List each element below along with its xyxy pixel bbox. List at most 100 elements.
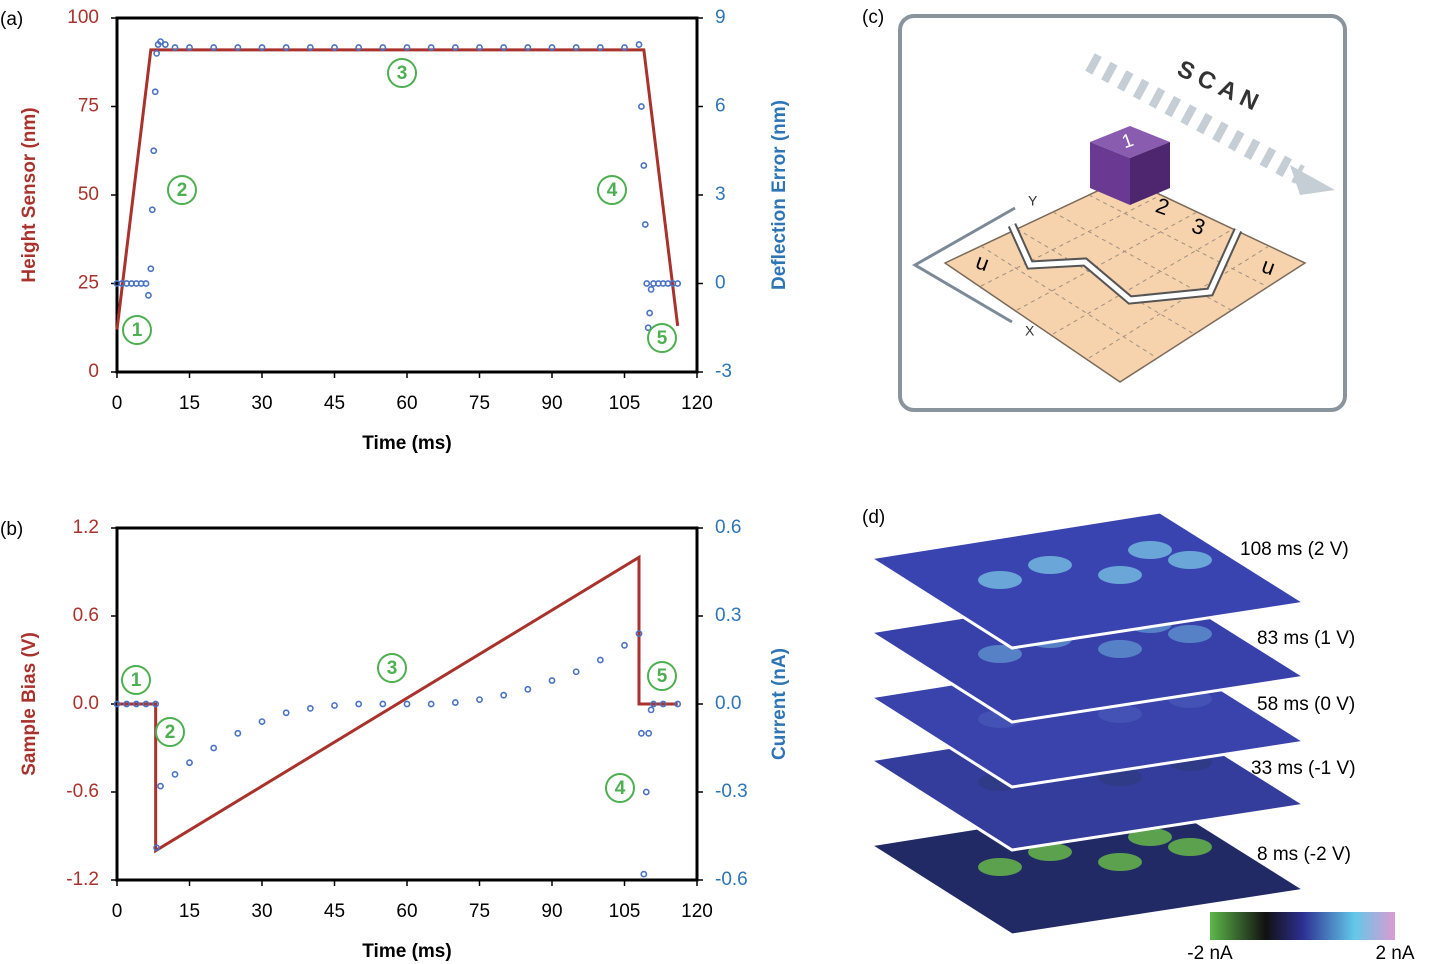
data-point: [153, 50, 161, 57]
layer-label: 58 ms (0 V): [1257, 694, 1355, 715]
y-tick-label: 9: [715, 7, 726, 28]
image-feature: [1098, 566, 1142, 584]
y-tick-label: -0.3: [715, 781, 748, 802]
annotation: 2: [165, 722, 176, 743]
annotation-circle: [377, 653, 407, 683]
annotation-circle: [387, 58, 417, 88]
data-point: [132, 700, 140, 708]
annotation-circle: [122, 315, 152, 345]
annotation-circle: [155, 717, 185, 747]
data-point: [142, 280, 150, 287]
data-point: [151, 88, 159, 96]
cube-right: [1130, 142, 1170, 205]
panel-label: (d): [862, 507, 885, 528]
annotation-circle: [647, 323, 677, 353]
data-point: [379, 700, 387, 708]
data-point: [148, 206, 156, 214]
data-point: [572, 44, 580, 51]
x-tick-label: 75: [469, 393, 490, 414]
y-tick-label: 50: [78, 184, 99, 205]
colorbar-label: 2 nA: [1375, 943, 1414, 964]
data-point: [210, 744, 218, 752]
annotation: 5: [657, 666, 668, 687]
x-tick-label: 60: [396, 393, 417, 414]
x-tick-label: 105: [609, 901, 641, 922]
x-tick-label: 0: [112, 901, 123, 922]
image-stack: [865, 510, 1310, 937]
layer-label: 33 ms (-1 V): [1251, 758, 1356, 779]
annotation: 3: [387, 658, 398, 679]
data-point: [644, 324, 652, 332]
y-tick-label: 0.0: [715, 693, 741, 714]
series-line: [117, 554, 678, 854]
data-point: [147, 265, 155, 273]
axis-label: X: [1025, 323, 1035, 339]
y-axis-label: Sample Bias (V): [19, 632, 40, 776]
plot-frame: [115, 526, 699, 882]
image-feature: [1128, 828, 1172, 846]
scan-arrowhead: [1290, 165, 1335, 195]
data-point: [500, 691, 508, 699]
data-point: [403, 44, 411, 51]
image-feature: [1168, 551, 1212, 569]
data-point: [186, 44, 193, 51]
y-tick-label: -0.6: [66, 781, 99, 802]
data-point: [635, 630, 643, 637]
image-feature: [1128, 541, 1172, 559]
data-point: [451, 44, 459, 51]
annotation: 1: [132, 320, 143, 341]
data-point: [157, 782, 164, 790]
data-point: [150, 147, 158, 155]
data-point: [234, 729, 242, 737]
x-tick-label: 120: [681, 901, 713, 922]
data-point: [621, 44, 628, 51]
image-feature: [1028, 843, 1072, 861]
axis-arrows: [912, 206, 1016, 324]
annotation-circle: [605, 773, 635, 803]
annotation-circle: [597, 175, 627, 205]
data-point: [638, 729, 645, 737]
series-line: [115, 48, 680, 330]
y-tick-label: 0.0: [73, 693, 99, 714]
plot-frame: [115, 16, 699, 374]
data-point: [640, 162, 648, 169]
data-point: [674, 280, 682, 287]
image-feature: [1098, 705, 1142, 723]
image-feature: [978, 858, 1022, 876]
y-tick-label: 0: [715, 273, 726, 294]
data-point: [171, 44, 179, 51]
data-point: [152, 700, 160, 708]
annotation-circle: [121, 665, 151, 695]
data-point: [500, 44, 508, 51]
scan-arrow: [1085, 53, 1305, 184]
data-point: [282, 709, 290, 717]
data-point: [282, 44, 290, 51]
data-point: [355, 44, 363, 51]
data-point: [123, 700, 131, 708]
data-point: [640, 870, 648, 878]
data-point: [113, 700, 121, 708]
image-feature: [1098, 853, 1142, 871]
data-point: [161, 41, 169, 48]
axis-label: Y: [1028, 193, 1038, 209]
y-tick-label: 0.6: [715, 517, 741, 538]
y-tick-label: 100: [67, 7, 99, 28]
layer-label: 8 ms (-2 V): [1257, 844, 1351, 865]
annotation: 4: [607, 180, 618, 201]
data-point: [258, 44, 266, 51]
y-tick-label: -3: [715, 361, 732, 382]
data-point: [476, 696, 483, 703]
data-point: [646, 309, 654, 317]
annotation: 3: [397, 63, 408, 84]
y-tick-label: 6: [715, 96, 726, 117]
data-point: [234, 44, 242, 51]
annotation-circle: [647, 661, 677, 691]
data-point: [145, 291, 152, 299]
annotation: 2: [177, 180, 188, 201]
data-point: [355, 700, 363, 708]
data-point: [153, 844, 161, 852]
image-feature: [1168, 838, 1212, 856]
image-feature: [978, 645, 1022, 663]
layer-label: 83 ms (1 V): [1257, 628, 1355, 649]
y-tick-label: -1.2: [66, 869, 99, 890]
